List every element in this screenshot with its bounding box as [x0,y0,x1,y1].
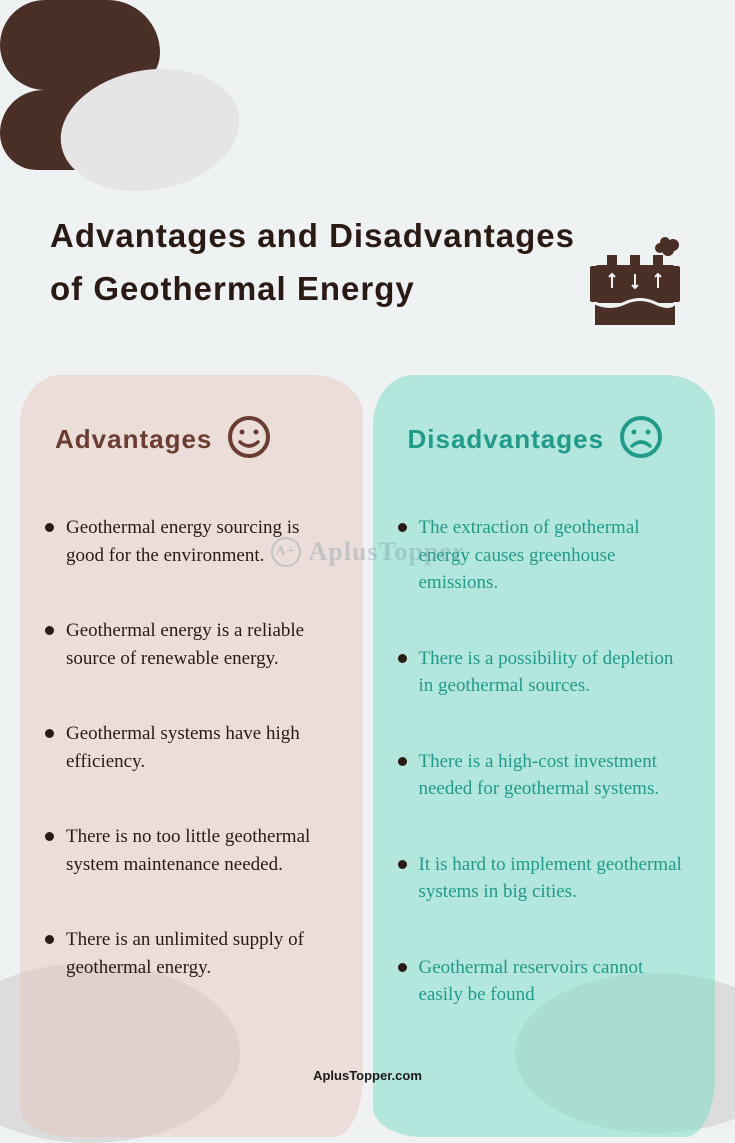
bullet-icon [45,935,54,944]
bullet-icon [398,654,407,663]
smile-icon [227,415,271,464]
list-item: It is hard to implement geothermal syste… [398,851,691,906]
geothermal-plant-icon [585,230,685,335]
footer-text: AplusTopper.com [0,1068,735,1083]
disadvantages-column: Disadvantages The extraction of geotherm… [373,375,716,1137]
item-text: Geothermal systems have high efficiency. [66,720,338,775]
list-item: Geothermal reservoirs cannot easily be f… [398,954,691,1009]
item-text: Geothermal energy is a reliable source o… [66,617,338,672]
item-text: There is an unlimited supply of geotherm… [66,926,338,981]
bullet-icon [398,523,407,532]
advantages-column: Advantages Geothermal energy sourcing is… [20,375,363,1137]
bullet-icon [398,963,407,972]
list-item: Geothermal energy is a reliable source o… [45,617,338,672]
item-text: It is hard to implement geothermal syste… [419,851,691,906]
list-item: There is an unlimited supply of geotherm… [45,926,338,981]
item-text: There is a possibility of depletion in g… [419,645,691,700]
frown-icon [619,415,663,464]
bullet-icon [45,729,54,738]
item-text: There is a high-cost investment needed f… [419,748,691,803]
bullet-icon [398,860,407,869]
list-item: There is no too little geothermal system… [45,823,338,878]
bullet-icon [398,757,407,766]
disadvantages-list: The extraction of geothermal energy caus… [398,514,691,1009]
bullet-icon [45,832,54,841]
list-item: Geothermal energy sourcing is good for t… [45,514,338,569]
list-item: The extraction of geothermal energy caus… [398,514,691,597]
item-text: Geothermal reservoirs cannot easily be f… [419,954,691,1009]
list-item: Geothermal systems have high efficiency. [45,720,338,775]
item-text: There is no too little geothermal system… [66,823,338,878]
item-text: Geothermal energy sourcing is good for t… [66,514,338,569]
page-title: Advantages and Disadvantages of Geotherm… [50,210,585,316]
advantages-list: Geothermal energy sourcing is good for t… [45,514,338,981]
columns: Advantages Geothermal energy sourcing is… [0,355,735,1137]
header: Advantages and Disadvantages of Geotherm… [0,170,735,355]
disadvantages-heading: Disadvantages [408,424,605,455]
item-text: The extraction of geothermal energy caus… [419,514,691,597]
advantages-heading: Advantages [55,424,212,455]
list-item: There is a high-cost investment needed f… [398,748,691,803]
list-item: There is a possibility of depletion in g… [398,645,691,700]
disadvantages-header: Disadvantages [398,415,691,464]
bullet-icon [45,523,54,532]
bullet-icon [45,626,54,635]
advantages-header: Advantages [45,415,338,464]
